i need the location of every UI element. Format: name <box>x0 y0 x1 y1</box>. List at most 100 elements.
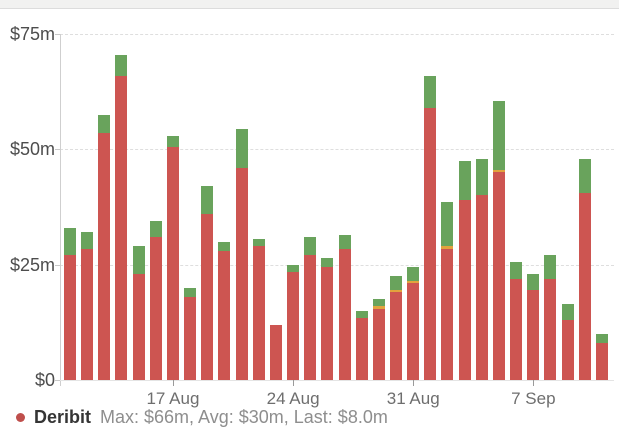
x-axis-tick <box>533 380 535 386</box>
bar[interactable] <box>64 227 76 380</box>
bar[interactable] <box>166 135 179 380</box>
bar-segment-series-green <box>372 299 385 307</box>
bar-segment-series-green <box>441 202 454 247</box>
bar-segment-series-green <box>321 257 334 267</box>
bar-segment-deribit <box>389 292 402 380</box>
gridline <box>60 264 614 266</box>
bar-segment-deribit <box>458 200 471 380</box>
bar-segment-deribit <box>321 266 334 380</box>
bar-segment-deribit <box>287 271 300 380</box>
bar-segment-series-green <box>458 160 471 201</box>
bar[interactable] <box>407 267 420 380</box>
bar[interactable] <box>355 310 368 380</box>
bar-segment-deribit <box>372 308 385 380</box>
bar-segment-deribit <box>595 343 608 380</box>
bar[interactable] <box>492 100 505 380</box>
bar-segment-deribit <box>81 248 94 380</box>
bar-segment-series-orange <box>372 306 385 309</box>
bar-segment-series-green <box>424 75 437 108</box>
bar[interactable] <box>81 232 94 380</box>
x-axis-tick <box>293 380 295 386</box>
bar[interactable] <box>201 186 214 380</box>
bar-segment-series-green <box>166 135 179 148</box>
y-axis-tick <box>55 380 60 381</box>
y-axis-tick-label: $50m <box>9 139 55 160</box>
bar-segment-series-green <box>149 220 162 237</box>
gridline <box>60 34 614 35</box>
gridline <box>60 149 614 151</box>
bar[interactable] <box>527 273 540 380</box>
bar[interactable] <box>510 262 523 380</box>
x-axis-tick-label: 17 Aug <box>146 389 200 408</box>
bar-segment-series-green <box>304 237 317 256</box>
bar-segment-deribit <box>218 250 231 380</box>
bar-segment-deribit <box>492 172 505 380</box>
bar-segment-deribit <box>235 167 248 380</box>
bar-segment-series-green <box>338 234 351 249</box>
volume-bar-chart: $0 $25m $50m $75m 17 Aug 24 Aug 31 Aug 7 Sep <box>0 9 619 408</box>
bar-segment-series-green <box>510 262 523 279</box>
bar[interactable] <box>441 202 454 380</box>
bar[interactable] <box>321 257 334 380</box>
bar[interactable] <box>544 255 557 380</box>
x-axis-tick-label: 31 Aug <box>386 389 440 408</box>
bar-segment-series-green <box>218 241 231 251</box>
bar-segment-deribit <box>132 273 145 380</box>
x-axis-line <box>60 380 614 381</box>
legend-stats: Max: $66m, Avg: $30m, Last: $8.0m <box>100 406 388 427</box>
bar-segment-deribit <box>201 213 214 380</box>
bar[interactable] <box>338 234 351 380</box>
bar-segment-series-orange <box>441 246 454 249</box>
legend-dot-icon <box>16 412 25 422</box>
bar-segment-series-green <box>475 158 488 196</box>
bar-segment-series-green <box>355 310 368 318</box>
bar[interactable] <box>132 246 145 380</box>
bar-segment-series-green <box>492 100 505 171</box>
bar[interactable] <box>424 75 437 380</box>
bar-segment-deribit <box>561 320 574 380</box>
bar[interactable] <box>218 241 231 380</box>
bar-segment-deribit <box>355 317 368 380</box>
bar-segment-deribit <box>64 255 76 380</box>
bar[interactable] <box>304 237 317 380</box>
bar-segment-series-green <box>527 273 540 291</box>
bar-segment-series-green <box>201 186 214 214</box>
bar-segment-deribit <box>149 237 162 380</box>
bar-segment-deribit <box>304 255 317 380</box>
bar[interactable] <box>235 128 248 380</box>
x-axis-tick <box>413 380 415 386</box>
bar-segment-series-green <box>115 54 128 76</box>
bar-segment-series-green <box>561 303 574 321</box>
bar-segment-series-green <box>389 276 402 291</box>
bar-segment-deribit <box>166 147 179 380</box>
bar-segment-deribit <box>527 290 540 380</box>
bar[interactable] <box>252 239 265 380</box>
bar[interactable] <box>98 114 111 380</box>
bar[interactable] <box>458 160 471 380</box>
bar[interactable] <box>578 158 591 380</box>
bar[interactable] <box>561 303 574 380</box>
bar[interactable] <box>149 220 162 380</box>
bar[interactable] <box>475 158 488 380</box>
bar-segment-deribit <box>98 133 111 380</box>
bar-segment-deribit <box>252 246 265 380</box>
bar[interactable] <box>389 276 402 380</box>
bar-segment-deribit <box>578 193 591 380</box>
bar-segment-series-green <box>595 333 608 344</box>
bar[interactable] <box>287 264 300 380</box>
bar[interactable] <box>115 54 128 380</box>
bar[interactable] <box>372 299 385 380</box>
x-axis-tick-label: 24 Aug <box>266 389 320 408</box>
bar-segment-series-green <box>184 287 197 297</box>
bars-area <box>64 34 608 380</box>
bar-segment-series-orange <box>407 280 420 284</box>
bar[interactable] <box>595 333 608 380</box>
bar[interactable] <box>269 324 282 380</box>
bar-segment-series-orange <box>492 170 505 173</box>
bar-segment-series-green <box>544 255 557 279</box>
bar[interactable] <box>184 287 197 380</box>
bar-segment-series-green <box>578 158 591 194</box>
legend-item-deribit[interactable]: Deribit Max: $66m, Avg: $30m, Last: $8.0… <box>16 404 388 430</box>
bar-segment-deribit <box>407 283 420 380</box>
